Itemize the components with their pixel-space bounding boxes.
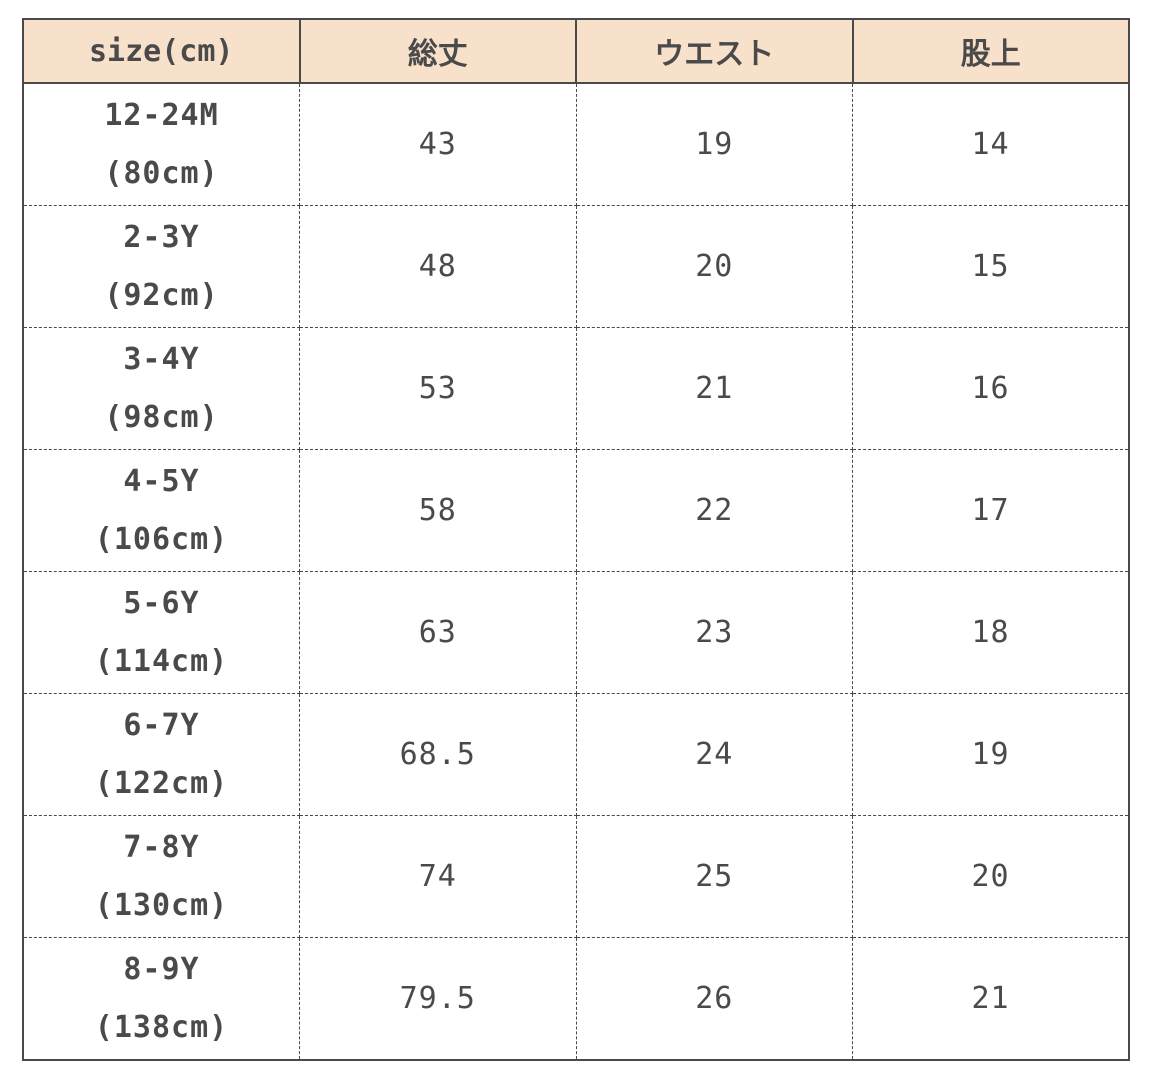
- waist-cell: 23: [575, 571, 853, 694]
- length-cell: 58: [299, 449, 577, 572]
- table-row: 3-4Y (98cm) 53 21 16: [22, 327, 1130, 450]
- header-length: 総丈: [298, 18, 577, 84]
- size-cell: 7-8Y (130cm): [22, 815, 300, 938]
- size-cell: 2-3Y (92cm): [22, 205, 300, 328]
- length-cell: 43: [299, 82, 577, 206]
- header-size: size(cm): [22, 18, 301, 84]
- size-label: 7-8Y: [123, 829, 200, 865]
- rise-cell: 14: [852, 82, 1130, 206]
- size-label: 8-9Y: [123, 951, 200, 987]
- size-height: (80cm): [104, 155, 219, 191]
- size-cell: 4-5Y (106cm): [22, 449, 300, 572]
- size-height: (130cm): [94, 887, 229, 923]
- size-label: 12-24M: [104, 97, 219, 133]
- length-cell: 79.5: [299, 937, 577, 1061]
- size-height: (98cm): [104, 399, 219, 435]
- rise-cell: 16: [852, 327, 1130, 450]
- table-row: 4-5Y (106cm) 58 22 17: [22, 449, 1130, 572]
- size-cell: 8-9Y (138cm): [22, 937, 300, 1061]
- waist-cell: 22: [575, 449, 853, 572]
- header-rise: 股上: [851, 18, 1130, 84]
- rise-cell: 19: [852, 693, 1130, 816]
- rise-cell: 17: [852, 449, 1130, 572]
- size-cell: 3-4Y (98cm): [22, 327, 300, 450]
- size-height: (114cm): [94, 643, 229, 679]
- waist-cell: 20: [575, 205, 853, 328]
- rise-cell: 18: [852, 571, 1130, 694]
- header-waist: ウエスト: [575, 18, 854, 84]
- size-label: 4-5Y: [123, 463, 200, 499]
- size-height: (106cm): [94, 521, 229, 557]
- size-cell: 5-6Y (114cm): [22, 571, 300, 694]
- rise-cell: 21: [852, 937, 1130, 1061]
- rise-cell: 15: [852, 205, 1130, 328]
- waist-cell: 25: [575, 815, 853, 938]
- length-cell: 53: [299, 327, 577, 450]
- table-row: 5-6Y (114cm) 63 23 18: [22, 571, 1130, 694]
- size-label: 2-3Y: [123, 219, 200, 255]
- table-row: 8-9Y (138cm) 79.5 26 21: [22, 937, 1130, 1061]
- waist-cell: 26: [575, 937, 853, 1061]
- size-height: (138cm): [94, 1009, 229, 1045]
- length-cell: 63: [299, 571, 577, 694]
- header-row: size(cm) 総丈 ウエスト 股上: [22, 18, 1130, 84]
- length-cell: 68.5: [299, 693, 577, 816]
- table-row: 2-3Y (92cm) 48 20 15: [22, 205, 1130, 328]
- size-label: 3-4Y: [123, 341, 200, 377]
- table-row: 12-24M (80cm) 43 19 14: [22, 82, 1130, 206]
- size-height: (92cm): [104, 277, 219, 313]
- waist-cell: 24: [575, 693, 853, 816]
- size-cell: 6-7Y (122cm): [22, 693, 300, 816]
- table-row: 7-8Y (130cm) 74 25 20: [22, 815, 1130, 938]
- length-cell: 74: [299, 815, 577, 938]
- waist-cell: 19: [575, 82, 853, 206]
- size-label: 5-6Y: [123, 585, 200, 621]
- length-cell: 48: [299, 205, 577, 328]
- table-row: 6-7Y (122cm) 68.5 24 19: [22, 693, 1130, 816]
- size-height: (122cm): [94, 765, 229, 801]
- rise-cell: 20: [852, 815, 1130, 938]
- size-chart-table: size(cm) 総丈 ウエスト 股上 12-24M (80cm) 43 19 1…: [22, 18, 1130, 1061]
- size-cell: 12-24M (80cm): [22, 82, 300, 206]
- size-label: 6-7Y: [123, 707, 200, 743]
- waist-cell: 21: [575, 327, 853, 450]
